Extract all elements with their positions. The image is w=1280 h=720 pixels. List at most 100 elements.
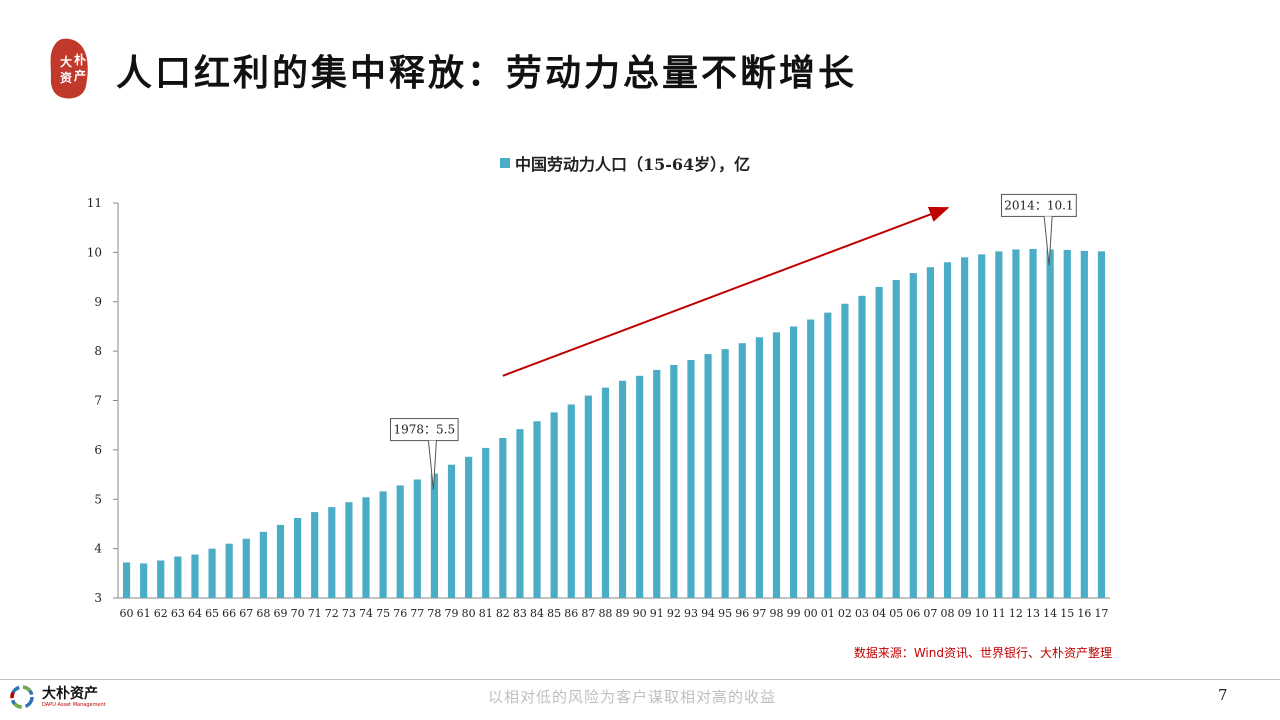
x-tick-label: 16 bbox=[1077, 607, 1091, 620]
bar bbox=[618, 380, 627, 598]
legend-label: 中国劳动力人口（15-64岁），亿 bbox=[515, 155, 751, 174]
svg-text:大: 大 bbox=[60, 54, 72, 69]
x-tick-label: 61 bbox=[137, 607, 151, 620]
x-tick-label: 97 bbox=[752, 607, 766, 620]
x-tick-label: 62 bbox=[154, 607, 168, 620]
bar bbox=[978, 254, 986, 598]
bar bbox=[465, 456, 473, 598]
bar bbox=[687, 360, 695, 598]
x-tick-label: 13 bbox=[1026, 607, 1040, 620]
trend-arrow bbox=[502, 206, 950, 377]
x-tick-label: 73 bbox=[342, 607, 356, 620]
annotation-pointer bbox=[1043, 216, 1053, 266]
x-tick-label: 65 bbox=[205, 607, 219, 620]
x-tick-label: 96 bbox=[735, 607, 749, 620]
x-tick-label: 85 bbox=[547, 607, 561, 620]
x-tick-label: 10 bbox=[975, 607, 989, 620]
bar bbox=[995, 251, 1003, 598]
annotation-box bbox=[1001, 193, 1077, 217]
bar bbox=[584, 395, 592, 598]
x-tick-label: 09 bbox=[958, 607, 972, 620]
x-tick-label: 67 bbox=[239, 607, 253, 620]
bar bbox=[909, 273, 917, 598]
bar bbox=[1029, 248, 1037, 598]
bar bbox=[191, 554, 199, 598]
chart-legend: 中国劳动力人口（15-64岁），亿 bbox=[500, 152, 750, 174]
legend-swatch bbox=[500, 158, 510, 168]
x-tick-label: 69 bbox=[273, 607, 287, 620]
x-tick-label: 83 bbox=[513, 607, 527, 620]
bar bbox=[208, 548, 216, 598]
bar bbox=[345, 502, 353, 598]
x-tick-label: 81 bbox=[479, 607, 493, 620]
x-tick-label: 11 bbox=[992, 607, 1006, 620]
x-tick-label: 82 bbox=[496, 607, 510, 620]
x-tick-label: 15 bbox=[1060, 607, 1074, 620]
bar bbox=[636, 375, 644, 598]
x-tick-label: 04 bbox=[872, 607, 886, 620]
bar bbox=[293, 518, 302, 598]
annotation-box bbox=[389, 418, 459, 442]
bar bbox=[789, 326, 798, 598]
bar bbox=[447, 464, 456, 598]
bar bbox=[1097, 251, 1106, 598]
bar bbox=[276, 524, 285, 598]
bar bbox=[482, 447, 490, 598]
x-tick-label: 64 bbox=[188, 607, 202, 620]
bar bbox=[875, 286, 883, 598]
bar bbox=[858, 295, 866, 598]
x-tick-label: 60 bbox=[120, 607, 134, 620]
x-tick-label: 77 bbox=[410, 607, 424, 620]
x-tick-label: 78 bbox=[427, 607, 441, 620]
svg-text:产: 产 bbox=[74, 68, 86, 83]
x-tick-label: 80 bbox=[462, 607, 476, 620]
seal-logo: 大 朴 资 产 bbox=[50, 38, 88, 99]
x-tick-label: 12 bbox=[1009, 607, 1023, 620]
bar bbox=[413, 479, 421, 598]
x-tick-label: 14 bbox=[1043, 607, 1057, 620]
bar bbox=[653, 369, 661, 598]
x-tick-label: 87 bbox=[581, 607, 595, 620]
x-tick-label: 05 bbox=[889, 607, 903, 620]
bar bbox=[824, 312, 832, 598]
x-tick-label: 01 bbox=[821, 607, 835, 620]
svg-text:朴: 朴 bbox=[74, 52, 86, 67]
x-tick-label: 75 bbox=[376, 607, 390, 620]
bar bbox=[140, 563, 148, 598]
x-tick-label: 03 bbox=[855, 607, 869, 620]
x-tick-label: 74 bbox=[359, 607, 373, 620]
bar bbox=[157, 560, 165, 598]
y-tick-label: 7 bbox=[94, 394, 102, 408]
y-tick-label: 11 bbox=[87, 196, 102, 210]
bar bbox=[1063, 249, 1071, 598]
x-tick-label: 86 bbox=[564, 607, 578, 620]
svg-text:资: 资 bbox=[60, 70, 72, 85]
y-tick-label: 10 bbox=[87, 245, 102, 259]
bar bbox=[1012, 249, 1020, 598]
bar bbox=[311, 512, 319, 598]
bar bbox=[1046, 249, 1054, 598]
bar bbox=[807, 319, 815, 598]
logo-ring-icon bbox=[10, 685, 34, 709]
bar bbox=[328, 507, 336, 598]
bar bbox=[755, 337, 763, 598]
x-tick-label: 07 bbox=[923, 607, 937, 620]
x-tick-label: 90 bbox=[633, 607, 647, 620]
y-tick-label: 8 bbox=[94, 344, 102, 358]
x-tick-label: 68 bbox=[256, 607, 270, 620]
y-tick-label: 4 bbox=[94, 542, 102, 556]
x-tick-label: 93 bbox=[684, 607, 698, 620]
x-tick-label: 72 bbox=[325, 607, 339, 620]
footer-divider bbox=[0, 679, 1280, 680]
x-tick-label: 99 bbox=[787, 607, 801, 620]
bar bbox=[721, 349, 729, 598]
x-tick-label: 17 bbox=[1094, 607, 1108, 620]
bar bbox=[122, 562, 131, 598]
annotation-label: 2014：10.1 bbox=[1004, 198, 1073, 212]
bar bbox=[892, 280, 900, 598]
x-tick-label: 06 bbox=[906, 607, 920, 620]
bar bbox=[961, 257, 969, 598]
footer-brand-name: 大朴资产 bbox=[42, 685, 98, 702]
x-tick-label: 94 bbox=[701, 607, 715, 620]
